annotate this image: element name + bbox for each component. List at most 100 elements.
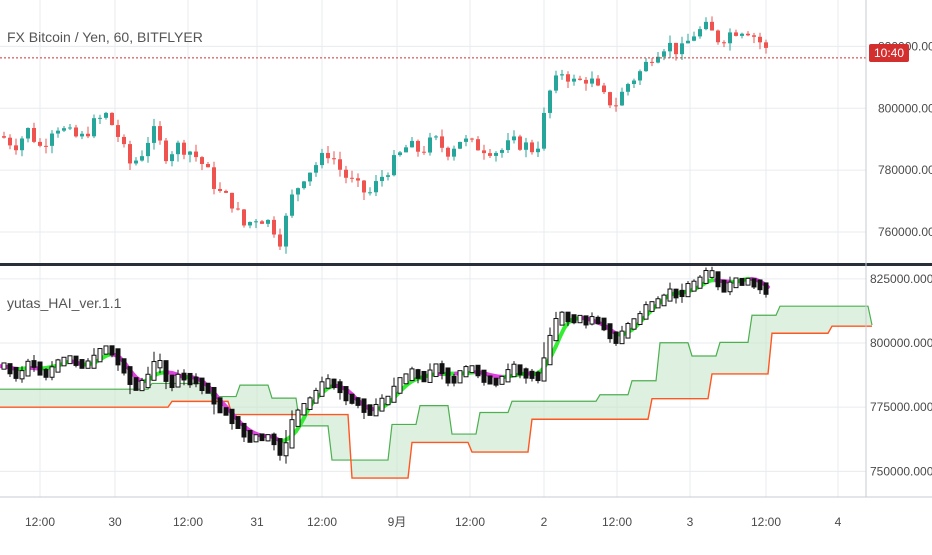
candle-body xyxy=(638,71,642,80)
ha-candle-body xyxy=(56,360,60,372)
candle-body xyxy=(554,75,558,90)
symbol-title[interactable]: FX Bitcoin / Yen, 60, BITFLYER xyxy=(7,29,203,45)
candle-body xyxy=(158,126,162,140)
ha-candle-body xyxy=(476,365,480,375)
candle-body xyxy=(230,193,234,209)
candle-body xyxy=(194,152,198,158)
candle-body xyxy=(326,153,330,158)
ha-candle-body xyxy=(362,399,366,412)
ha-candle-body xyxy=(398,378,402,394)
ha-candle-body xyxy=(734,278,738,288)
candle-body xyxy=(128,144,132,163)
ha-candle-body xyxy=(200,378,204,390)
ha-candle-body xyxy=(242,423,246,437)
ha-candle-body xyxy=(374,404,378,415)
candle-body xyxy=(482,150,486,153)
candle-body xyxy=(524,142,528,149)
ha-candle-body xyxy=(170,375,174,387)
ha-candle-body xyxy=(338,382,342,393)
candle-body xyxy=(662,51,666,56)
candle-body xyxy=(422,152,426,153)
candle-body xyxy=(632,80,636,84)
ha-candle-body xyxy=(578,315,582,322)
ha-candle-body xyxy=(704,270,708,283)
candle-body xyxy=(2,136,6,138)
ha-candle-body xyxy=(764,283,768,294)
ha-candle-body xyxy=(416,370,420,379)
ha-candle-body xyxy=(464,367,468,377)
ha-candle-body xyxy=(80,360,84,369)
time-axis-tick-label: 12:00 xyxy=(602,515,632,529)
candle-body xyxy=(344,170,348,178)
candle-body xyxy=(260,221,264,224)
candle-body xyxy=(746,34,750,36)
price-candles xyxy=(2,16,768,253)
ha-candle-body xyxy=(566,312,570,321)
price-axis-tick-label: 760000.00 xyxy=(878,225,932,239)
candle-body xyxy=(374,181,378,192)
candle-body xyxy=(752,35,756,36)
candle-body xyxy=(386,175,390,177)
candle-body xyxy=(668,43,672,51)
ha-candle-body xyxy=(392,386,396,402)
ha-candle-body xyxy=(332,379,336,387)
candle-body xyxy=(476,139,480,150)
ha-candle-body xyxy=(266,435,270,441)
last-price-label: 10:40 xyxy=(874,46,904,60)
ha-candle-body xyxy=(470,366,474,373)
candle-body xyxy=(44,146,48,147)
ha-candle-body xyxy=(278,439,282,456)
candle-body xyxy=(692,36,696,40)
ha-candle-body xyxy=(560,312,564,325)
candle-body xyxy=(176,143,180,155)
ha-candle-body xyxy=(530,371,534,378)
candle-body xyxy=(74,127,78,136)
ha-candle-body xyxy=(290,420,294,448)
candle-body xyxy=(320,153,324,165)
candle-body xyxy=(704,22,708,29)
candle-body xyxy=(404,147,408,152)
ha-candle-body xyxy=(656,299,660,308)
candle-body xyxy=(398,152,402,155)
price-axis-tick-label: 800000.00 xyxy=(878,101,932,115)
ha-candle-body xyxy=(134,378,138,391)
candle-body xyxy=(278,235,282,247)
time-axis-tick-label: 3 xyxy=(687,515,694,529)
indicator-axis[interactable]: 750000.0000775000.0000800000.0000825000.… xyxy=(870,272,932,479)
candle-body xyxy=(218,189,222,191)
ha-candle-body xyxy=(104,346,108,354)
ha-candle-body xyxy=(452,376,456,383)
ha-candle-body xyxy=(272,434,276,444)
ha-candle-body xyxy=(176,374,180,387)
candle-body xyxy=(590,79,594,84)
ha-candle-body xyxy=(482,370,486,382)
ha-candle-body xyxy=(404,374,408,384)
ha-candle-body xyxy=(116,349,120,365)
ha-candle-body xyxy=(548,335,552,364)
candle-body xyxy=(8,138,12,146)
ha-candle-body xyxy=(644,305,648,320)
time-axis-tick-label: 12:00 xyxy=(455,515,485,529)
ha-candle-body xyxy=(722,280,726,292)
pane-divider[interactable] xyxy=(0,263,932,266)
ichimoku-cloud xyxy=(0,306,872,478)
candle-body xyxy=(56,131,60,134)
indicator-title[interactable]: yutas_HAI_ver.1.1 xyxy=(7,295,122,311)
candle-body xyxy=(104,113,108,118)
ha-candle-body xyxy=(182,373,186,380)
candle-body xyxy=(488,153,492,156)
candle-body xyxy=(68,127,72,128)
candle-body xyxy=(350,178,354,179)
ha-candle-body xyxy=(446,368,450,383)
ha-candle-body xyxy=(350,394,354,403)
candle-body xyxy=(644,62,648,71)
candle-body xyxy=(14,145,18,150)
ha-candle-body xyxy=(218,398,222,413)
candle-body xyxy=(500,150,504,153)
candle-body xyxy=(536,149,540,153)
candle-body xyxy=(26,128,30,139)
candle-body xyxy=(434,136,438,137)
